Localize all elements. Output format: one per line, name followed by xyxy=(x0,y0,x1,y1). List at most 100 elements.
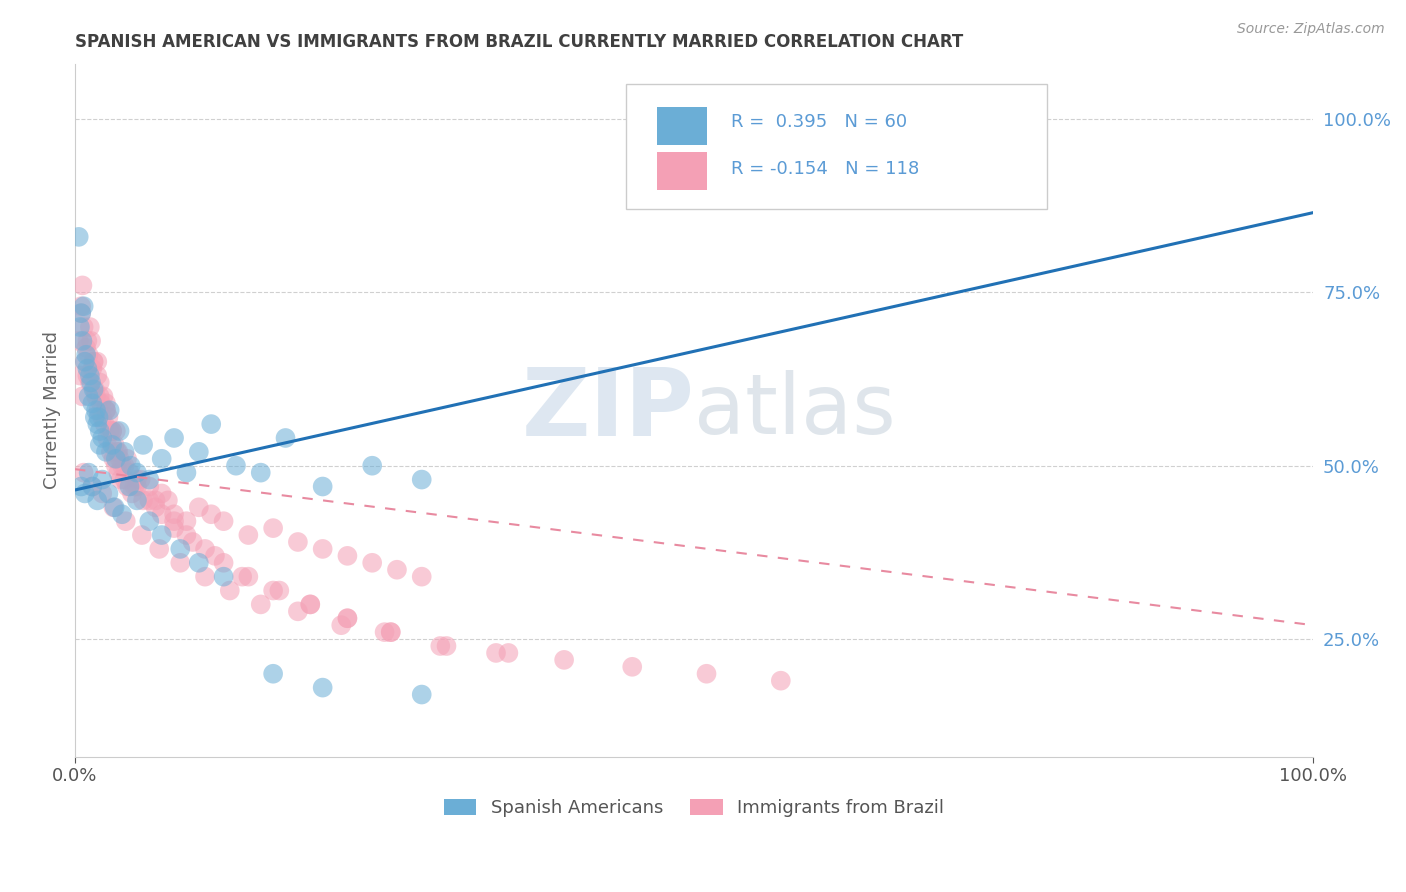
Point xyxy=(115,451,138,466)
Point xyxy=(125,493,148,508)
Point xyxy=(114,473,136,487)
Point xyxy=(100,445,122,459)
Point xyxy=(73,320,96,334)
FancyBboxPatch shape xyxy=(657,152,707,190)
Point xyxy=(77,466,100,480)
Point xyxy=(80,376,103,390)
Point xyxy=(114,514,136,528)
Point xyxy=(79,376,101,390)
Point xyxy=(79,320,101,334)
Point xyxy=(299,598,322,612)
Point xyxy=(411,688,433,702)
Point xyxy=(76,361,98,376)
Point xyxy=(218,583,240,598)
Point xyxy=(98,403,121,417)
Point xyxy=(336,611,359,625)
Point xyxy=(145,500,167,515)
Point xyxy=(262,583,284,598)
Point xyxy=(125,466,148,480)
Point xyxy=(91,473,114,487)
Point xyxy=(73,299,96,313)
Text: SPANISH AMERICAN VS IMMIGRANTS FROM BRAZIL CURRENTLY MARRIED CORRELATION CHART: SPANISH AMERICAN VS IMMIGRANTS FROM BRAZ… xyxy=(75,33,963,51)
Point xyxy=(311,681,333,695)
Point xyxy=(93,389,115,403)
Point xyxy=(212,514,235,528)
Point xyxy=(336,611,359,625)
Point xyxy=(80,334,103,348)
Point xyxy=(150,508,173,522)
Point xyxy=(77,348,100,362)
Point xyxy=(83,410,105,425)
Point xyxy=(138,479,160,493)
Point xyxy=(225,458,247,473)
Point xyxy=(115,479,138,493)
Point xyxy=(769,673,792,688)
Point xyxy=(132,493,155,508)
Point xyxy=(361,556,384,570)
Y-axis label: Currently Married: Currently Married xyxy=(44,331,60,489)
Point xyxy=(94,445,117,459)
Point xyxy=(97,486,120,500)
Point xyxy=(82,479,104,493)
Point xyxy=(107,466,129,480)
Point xyxy=(621,660,644,674)
Point xyxy=(187,500,209,515)
Point xyxy=(87,410,110,425)
Point xyxy=(498,646,520,660)
Point xyxy=(86,493,108,508)
Point xyxy=(169,541,191,556)
Point xyxy=(194,569,217,583)
Point xyxy=(84,403,107,417)
Point xyxy=(380,625,402,640)
Point xyxy=(96,431,118,445)
Point xyxy=(98,424,121,438)
Point xyxy=(82,479,104,493)
Point xyxy=(75,348,97,362)
Point xyxy=(89,424,111,438)
Point xyxy=(249,466,271,480)
Point xyxy=(97,410,120,425)
Point xyxy=(696,666,718,681)
Point xyxy=(86,368,108,383)
Point xyxy=(110,473,132,487)
Point xyxy=(269,583,291,598)
Point xyxy=(87,403,110,417)
Point xyxy=(84,389,107,403)
Point xyxy=(114,458,136,473)
Point xyxy=(204,549,226,563)
Point xyxy=(176,528,198,542)
Point xyxy=(107,445,129,459)
Point xyxy=(104,458,127,473)
Point xyxy=(287,604,309,618)
Point xyxy=(132,438,155,452)
Point xyxy=(89,438,111,452)
Point xyxy=(103,500,125,515)
Point xyxy=(101,424,124,438)
Point xyxy=(374,625,396,640)
Point xyxy=(138,473,160,487)
Point xyxy=(108,424,131,438)
Point xyxy=(89,376,111,390)
Point xyxy=(86,354,108,368)
Text: R =  0.395   N = 60: R = 0.395 N = 60 xyxy=(731,113,907,131)
Point xyxy=(94,403,117,417)
Point xyxy=(176,466,198,480)
FancyBboxPatch shape xyxy=(657,106,707,145)
Point xyxy=(105,445,128,459)
Point xyxy=(118,466,141,480)
Point xyxy=(108,451,131,466)
Point xyxy=(163,508,186,522)
FancyBboxPatch shape xyxy=(626,85,1047,209)
Point xyxy=(118,479,141,493)
Point xyxy=(72,389,94,403)
Point xyxy=(67,230,90,244)
Point xyxy=(262,521,284,535)
Point xyxy=(94,396,117,410)
Point xyxy=(485,646,508,660)
Point xyxy=(187,445,209,459)
Point xyxy=(70,299,93,313)
Point xyxy=(156,493,179,508)
Point xyxy=(91,410,114,425)
Point xyxy=(73,486,96,500)
Point xyxy=(91,431,114,445)
